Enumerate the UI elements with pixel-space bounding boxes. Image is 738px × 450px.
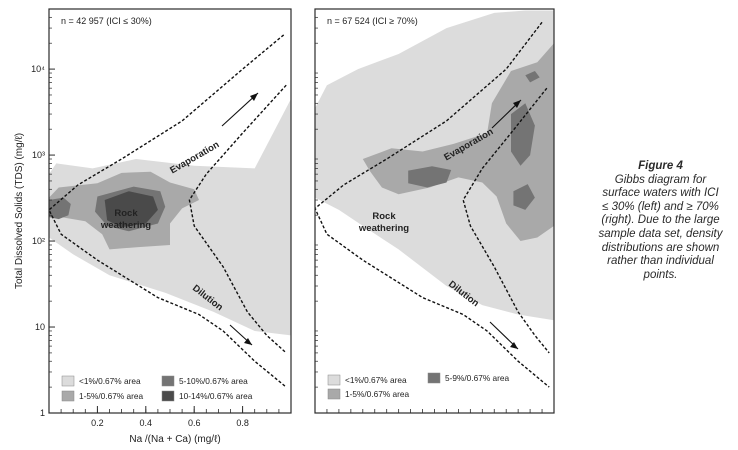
legend-swatch-level-2 xyxy=(327,388,341,400)
x-tick-label: 0.8 xyxy=(236,418,249,428)
density-region-level-3 xyxy=(511,103,535,166)
legend: <1%/0.67% area 5-9%/0.67% area 1-5%/0.67% … xyxy=(327,372,509,400)
legend: <1%/0.67% area 1-5%/0.67% area 5-10%/0.67%… xyxy=(61,375,253,402)
y-tick-label: 1 xyxy=(40,408,45,418)
gibbs-outer-boundary xyxy=(315,21,550,388)
rock-weathering-label: Rock xyxy=(114,208,138,219)
gibbs-inner-boundary xyxy=(462,87,550,354)
dilution-arrowhead xyxy=(244,338,252,345)
rock-weathering-label: weathering xyxy=(358,223,409,234)
gibbs-boundaries xyxy=(49,34,287,388)
density-region-level-3 xyxy=(513,184,535,210)
chart-panel-right: n = 67 524 (ICI ≥ 70%)EvaporationRockwea… xyxy=(314,8,555,414)
x-tick-label: 0.4 xyxy=(140,418,153,428)
chart-panel-left: 1 10 10² 10³ 10⁴ 0.2 0.4 0.6 0.8 n = 42 957 (ICI … xyxy=(14,8,292,445)
legend-label: 1-5%/0.67% area xyxy=(79,391,143,401)
caption-text: Gibbs diagram for surface waters with IC… xyxy=(598,173,723,281)
gibbs-inner-boundary xyxy=(188,84,287,354)
legend-swatch-level-3 xyxy=(427,372,441,384)
x-tick-label: 0.6 xyxy=(188,418,201,428)
legend-label: 1-5%/0.67% area xyxy=(345,389,409,399)
gibbs-outer-boundary xyxy=(49,34,287,388)
legend-label: 5-10%/0.67% area xyxy=(179,376,248,386)
legend-label: 10-14%/0.67% area xyxy=(179,391,253,401)
y-tick-label: 10 xyxy=(35,322,45,332)
legend-label: <1%/0.67% area xyxy=(79,376,141,386)
density-regions xyxy=(315,10,554,321)
x-axis-title: Na /(Na + Ca) (mg/ℓ) xyxy=(129,434,220,445)
y-tick-label: 10³ xyxy=(32,150,45,160)
density-region-level-2 xyxy=(362,43,554,242)
density-region-level-3 xyxy=(525,71,540,83)
sample-size-annotation: n = 67 524 (ICI ≥ 70%) xyxy=(327,16,418,26)
dilution-arrowhead xyxy=(510,342,518,349)
x-tick-label: 0.2 xyxy=(91,418,104,428)
gibbs-boundaries xyxy=(315,21,550,388)
legend-swatch-level-3 xyxy=(161,375,175,387)
density-region-level-3 xyxy=(49,197,71,220)
rock-weathering-label: weathering xyxy=(100,220,151,231)
density-regions xyxy=(49,98,291,336)
density-region-level-4 xyxy=(104,191,158,228)
y-tick-label: 10² xyxy=(32,236,45,246)
evaporation-arrowhead xyxy=(250,93,258,101)
legend-label: <1%/0.67% area xyxy=(345,375,407,385)
legend-swatch-level-1 xyxy=(61,375,75,387)
sample-size-annotation: n = 42 957 (ICI ≤ 30%) xyxy=(61,16,152,26)
density-region-level-3 xyxy=(408,166,452,188)
legend-swatch-level-1 xyxy=(327,374,341,386)
caption-title: Figure 4 xyxy=(638,160,683,172)
legend-swatch-level-4 xyxy=(161,390,175,402)
legend-swatch-level-2 xyxy=(61,390,75,402)
y-axis-title: Total Dissolved Solids (TDS) (mg/ℓ) xyxy=(14,133,25,289)
rock-weathering-label: Rock xyxy=(372,211,396,222)
legend-label: 5-9%/0.67% area xyxy=(445,373,509,383)
y-tick-label: 10⁴ xyxy=(31,64,45,74)
figure-caption: Figure 4 Gibbs diagram for surface water… xyxy=(598,160,723,282)
evaporation-arrowhead xyxy=(513,100,521,108)
